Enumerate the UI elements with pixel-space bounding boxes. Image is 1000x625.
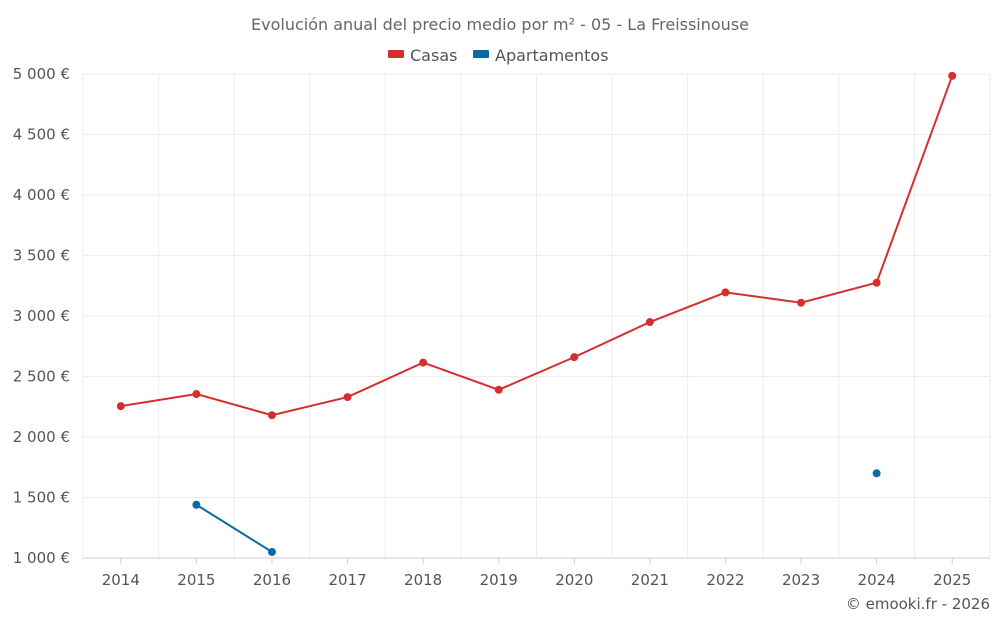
- data-point-casas[interactable]: [343, 393, 352, 402]
- x-tick-label: 2023: [782, 571, 820, 589]
- data-point-casas[interactable]: [948, 71, 957, 80]
- data-point-casas[interactable]: [494, 385, 503, 394]
- data-point-casas[interactable]: [419, 358, 428, 367]
- series: [116, 71, 957, 556]
- y-tick-label: 2 500 €: [13, 368, 70, 386]
- y-tick-label: 3 000 €: [13, 307, 70, 325]
- legend: Casas Apartamentos: [388, 46, 609, 65]
- data-point-casas[interactable]: [116, 402, 125, 411]
- x-tick-label: 2021: [631, 571, 669, 589]
- x-tick-label: 2020: [555, 571, 593, 589]
- series-casas: [116, 71, 957, 420]
- data-point-casas[interactable]: [570, 353, 579, 362]
- y-tick-label: 3 500 €: [13, 247, 70, 265]
- grid: [82, 73, 991, 559]
- data-point-casas[interactable]: [872, 278, 881, 287]
- axes: 1 000 € 1 500 € 2 000 € 2 500 € 3 000 € 3 500…: [13, 65, 990, 589]
- data-point-casas[interactable]: [721, 288, 730, 297]
- legend-item-casas[interactable]: Casas: [388, 46, 457, 65]
- x-tick-label: 2022: [706, 571, 744, 589]
- legend-item-apartamentos[interactable]: Apartamentos: [473, 46, 609, 65]
- series-apartamentos: [192, 469, 881, 556]
- x-tick-label: 2014: [102, 571, 140, 589]
- legend-swatch-casas: [388, 50, 404, 58]
- y-tick-label: 1 000 €: [13, 549, 70, 567]
- y-tick-label: 5 000 €: [13, 65, 70, 83]
- y-tick-label: 1 500 €: [13, 489, 70, 507]
- x-tick-label: 2016: [253, 571, 291, 589]
- x-tick-label: 2015: [177, 571, 215, 589]
- legend-label-casas: Casas: [410, 46, 457, 65]
- x-tick-label: 2019: [480, 571, 518, 589]
- legend-label-apartamentos: Apartamentos: [495, 46, 609, 65]
- y-tick-label: 2 000 €: [13, 428, 70, 446]
- x-tick-label: 2024: [858, 571, 896, 589]
- chart-title: Evolución anual del precio medio por m² …: [251, 15, 749, 34]
- data-point-casas[interactable]: [267, 411, 276, 420]
- y-tick-label: 4 000 €: [13, 186, 70, 204]
- series-line-apartamentos: [195, 503, 273, 553]
- x-tick-label: 2025: [933, 571, 971, 589]
- data-point-apartamentos[interactable]: [267, 547, 276, 556]
- data-point-casas[interactable]: [192, 390, 201, 399]
- data-point-casas[interactable]: [645, 318, 654, 327]
- data-point-apartamentos[interactable]: [872, 469, 881, 478]
- x-tick-label: 2017: [328, 571, 366, 589]
- series-line-casas: [120, 75, 954, 417]
- x-tick-label: 2018: [404, 571, 442, 589]
- credit-text: © emooki.fr - 2026: [846, 595, 990, 613]
- data-point-apartamentos[interactable]: [192, 500, 201, 509]
- y-tick-label: 4 500 €: [13, 126, 70, 144]
- legend-swatch-apartamentos: [473, 50, 489, 58]
- data-point-casas[interactable]: [797, 298, 806, 307]
